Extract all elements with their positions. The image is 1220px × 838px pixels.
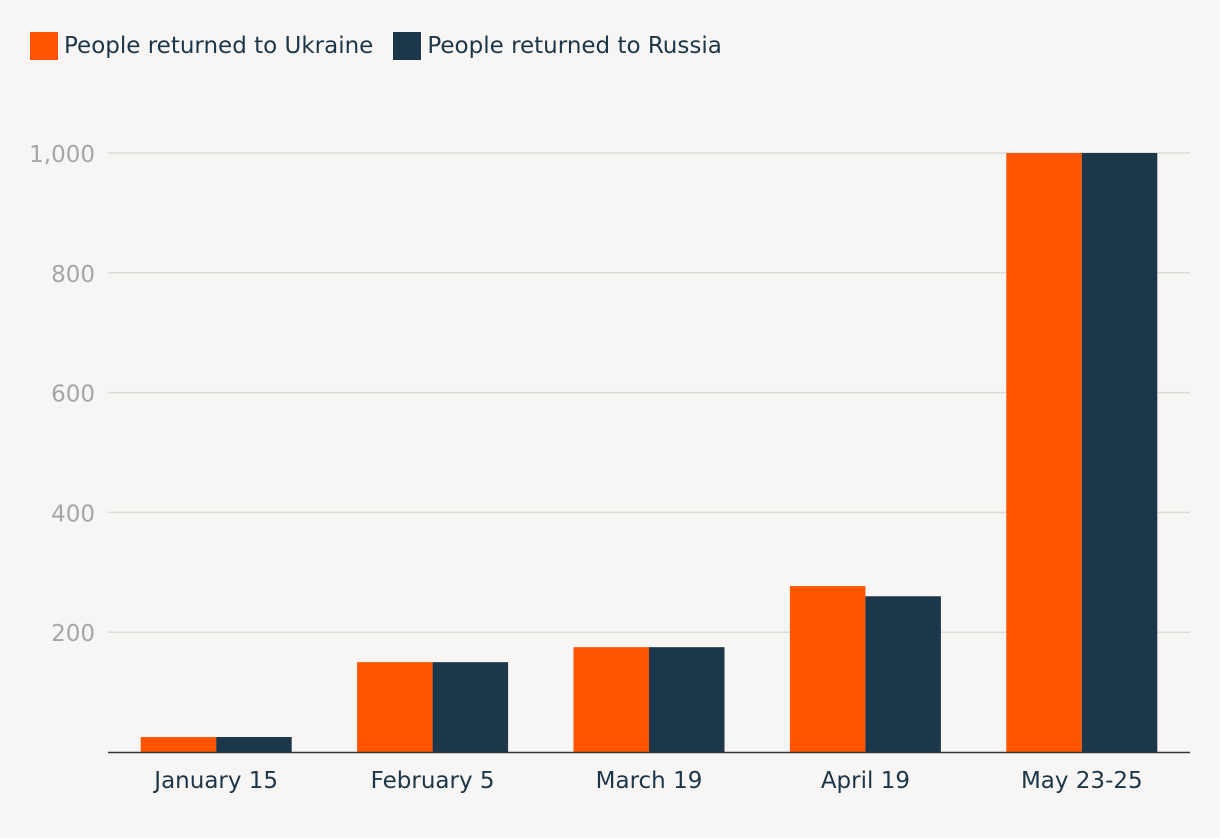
bar-ukraine[interactable] (140, 737, 217, 752)
y-tick-label: 800 (51, 262, 95, 288)
bar-ukraine[interactable] (357, 662, 433, 752)
bar-russia[interactable] (649, 647, 725, 752)
bar-russia[interactable] (1081, 153, 1158, 752)
x-tick-label: January 15 (152, 768, 278, 794)
y-tick-label: 600 (51, 382, 95, 408)
y-tick-label: 1,000 (29, 142, 95, 168)
bar-russia[interactable] (216, 737, 292, 752)
x-axis-ticks: January 15 February 5 March 19 April 19 May … (152, 768, 1142, 794)
legend-swatch-russia (393, 32, 422, 60)
bar-russia[interactable] (432, 662, 509, 752)
bar-ukraine[interactable] (1006, 153, 1082, 752)
x-tick-label: April 19 (821, 768, 910, 794)
y-axis-ticks: 200 400 600 800 1,000 (29, 142, 95, 647)
y-tick-label: 200 (51, 621, 95, 647)
bars (140, 153, 1158, 752)
legend-swatch-ukraine (30, 32, 58, 60)
y-tick-label: 400 (51, 501, 95, 527)
legend: People returned to Ukraine People return… (30, 32, 722, 60)
x-tick-label: March 19 (596, 768, 703, 794)
bar-russia[interactable] (865, 596, 941, 752)
legend-label-russia: People returned to Russia (427, 33, 722, 59)
bar-ukraine[interactable] (789, 586, 866, 752)
legend-item-ukraine: People returned to Ukraine (30, 32, 373, 60)
legend-item-russia: People returned to Russia (393, 32, 722, 60)
bar-ukraine[interactable] (573, 647, 650, 752)
x-tick-label: May 23-25 (1021, 768, 1143, 794)
legend-label-ukraine: People returned to Ukraine (64, 33, 374, 59)
x-tick-label: February 5 (371, 768, 495, 794)
